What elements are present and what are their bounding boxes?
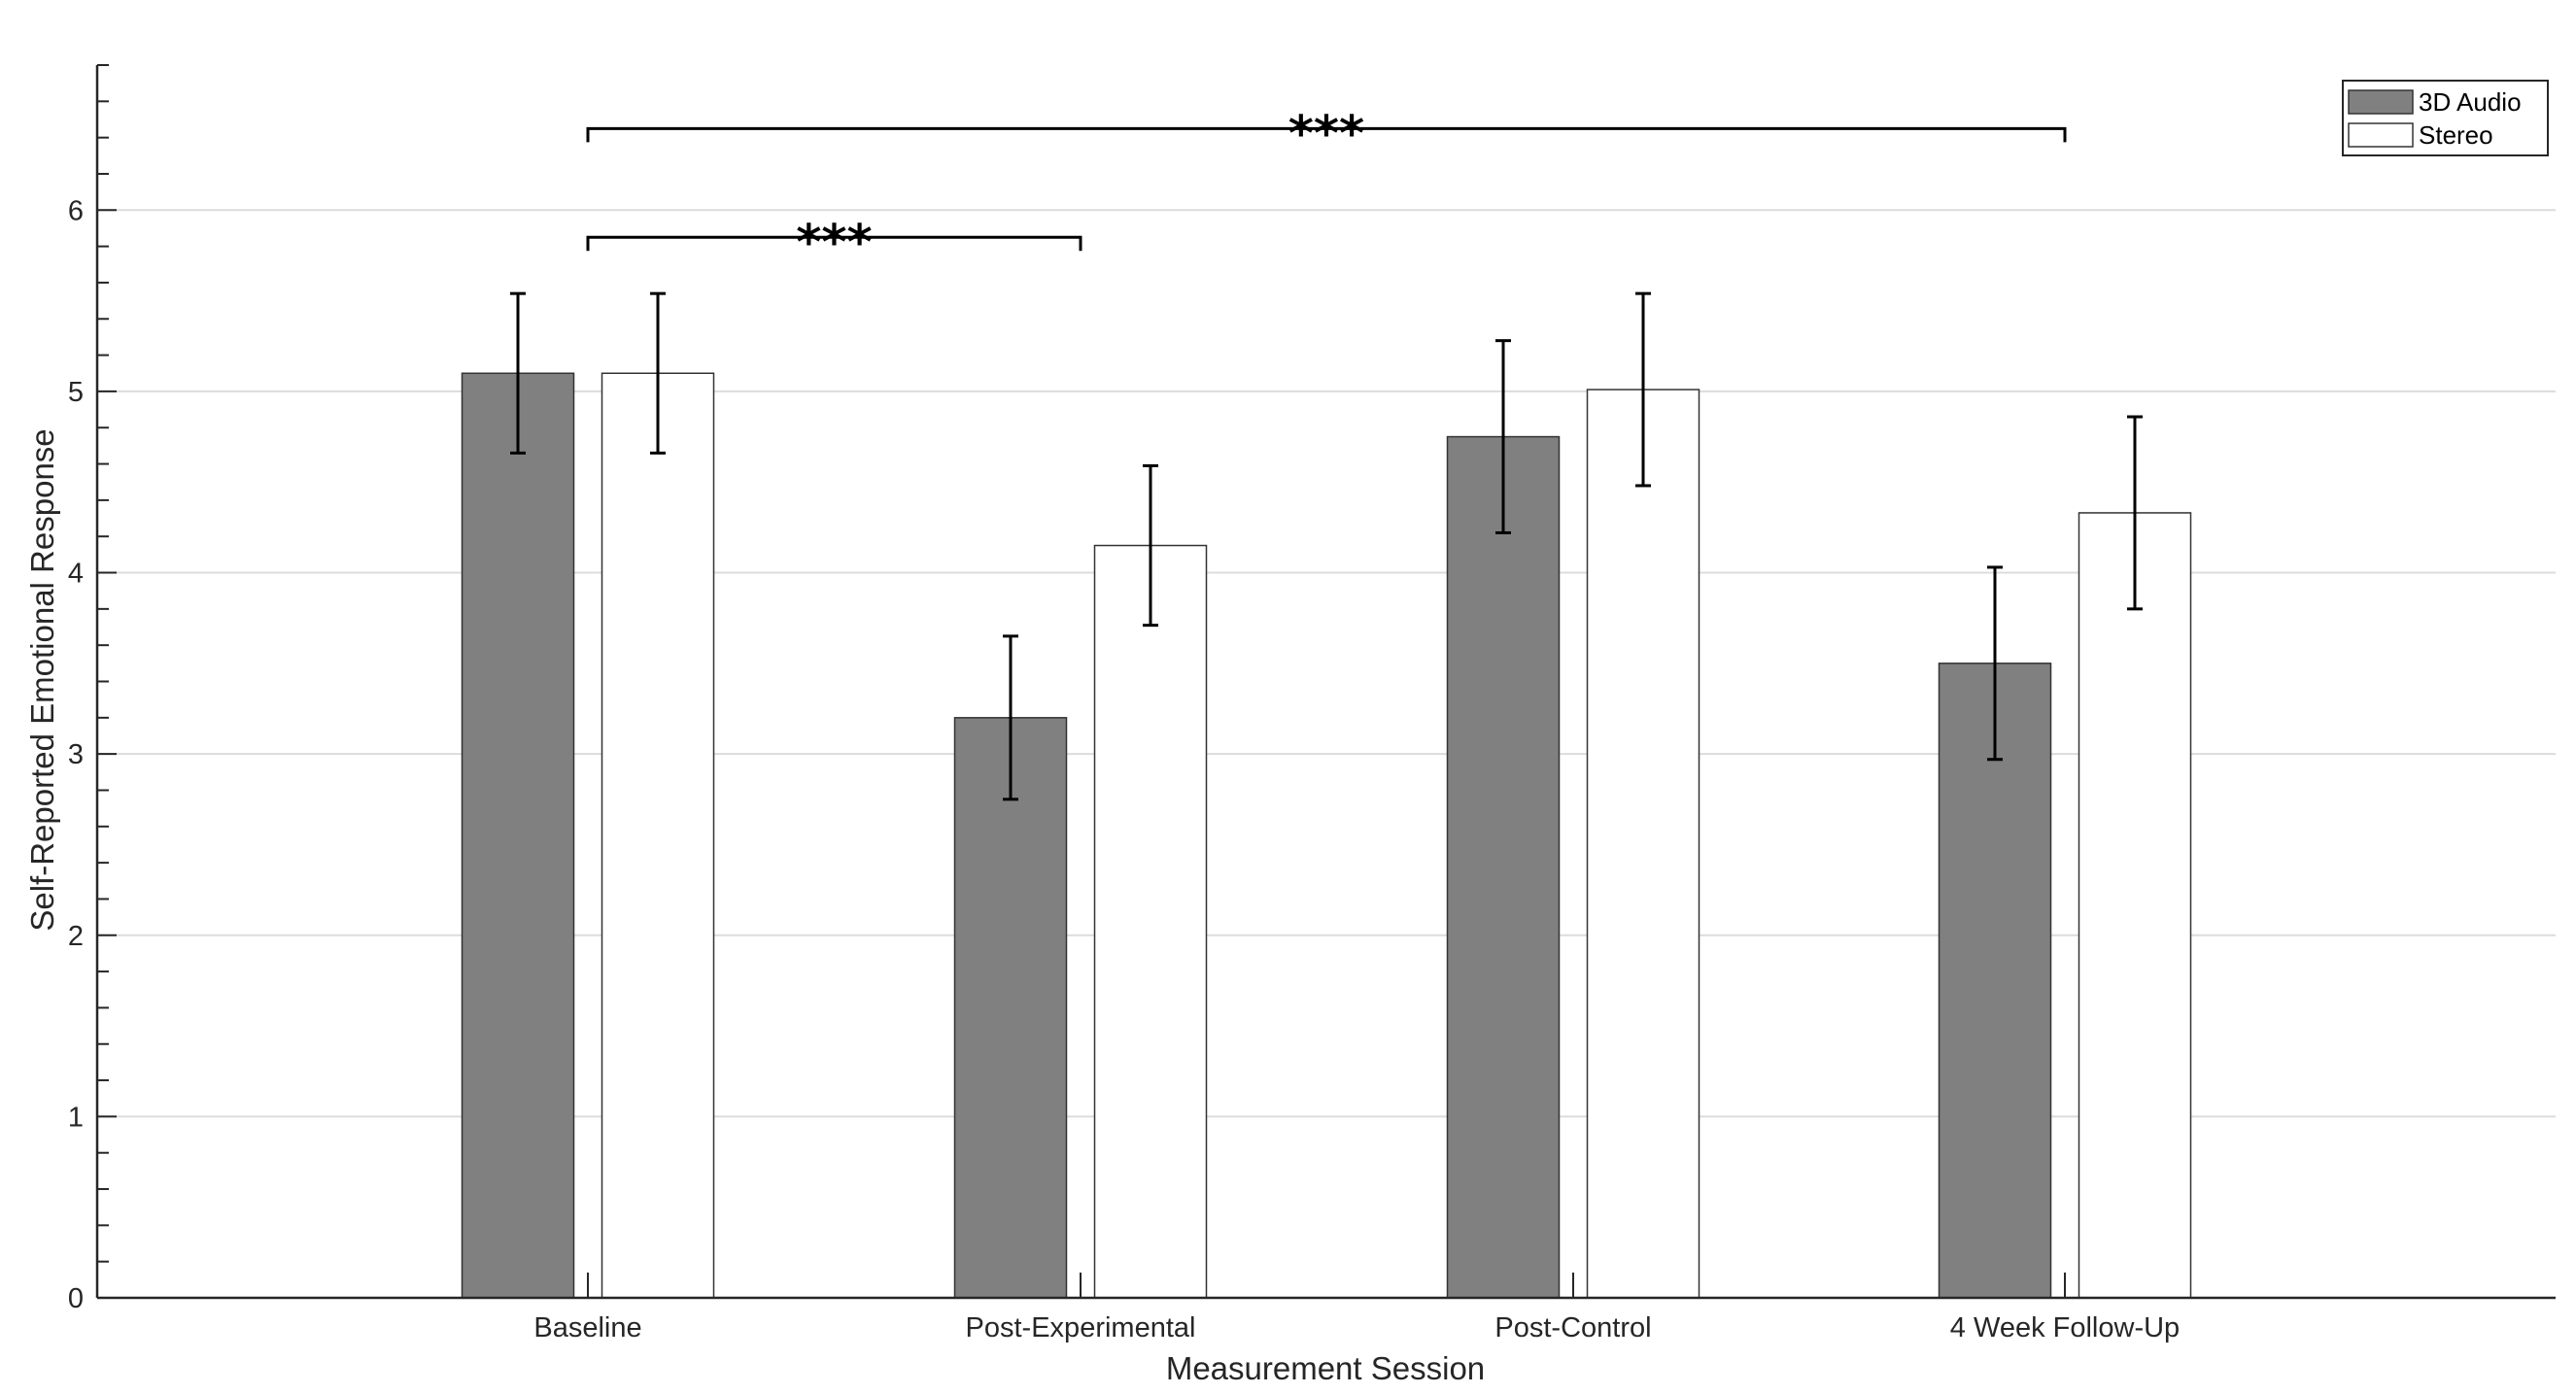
bar (601, 372, 715, 1299)
x-tick-label: 4 Week Follow-Up (1950, 1312, 2180, 1343)
x-axis-title: Measurement Session (1166, 1350, 1485, 1386)
legend-label: Stereo (2419, 120, 2493, 150)
axes: 0 1 2 3 4 5 6 Baseline Post-Experimental Post-Con… (68, 64, 2556, 1343)
bar (1093, 544, 1208, 1299)
bar (1446, 435, 1561, 1299)
x-tick-label: Post-Experimental (966, 1312, 1196, 1343)
y-tick-label: 4 (68, 559, 84, 590)
legend-label: 3D Audio (2419, 87, 2522, 117)
y-tick-label: 0 (68, 1283, 84, 1314)
legend-swatch (2348, 89, 2414, 115)
x-tick-label: Baseline (533, 1312, 641, 1343)
y-tick-label: 5 (68, 377, 84, 408)
error-bars (510, 291, 2143, 801)
y-tick-label: 1 (68, 1102, 84, 1133)
significance-bracket (586, 235, 1082, 252)
y-tick-label: 3 (68, 739, 84, 770)
y-tick-label: 2 (68, 921, 84, 952)
y-axis-title: Self-Reported Emotional Response (24, 428, 60, 931)
significance-brackets: *** *** (586, 105, 2067, 270)
bar (1586, 389, 1700, 1299)
significance-label: *** (796, 214, 872, 270)
legend-swatch (2348, 122, 2414, 148)
bar (461, 372, 575, 1299)
significance-label: *** (1288, 105, 1364, 161)
bar (953, 717, 1068, 1299)
y-tick-label: 6 (68, 195, 84, 226)
bar (2078, 512, 2192, 1299)
x-tick-label: Post-Control (1494, 1312, 1651, 1343)
significance-bracket (586, 126, 2067, 143)
bars (461, 372, 2192, 1299)
